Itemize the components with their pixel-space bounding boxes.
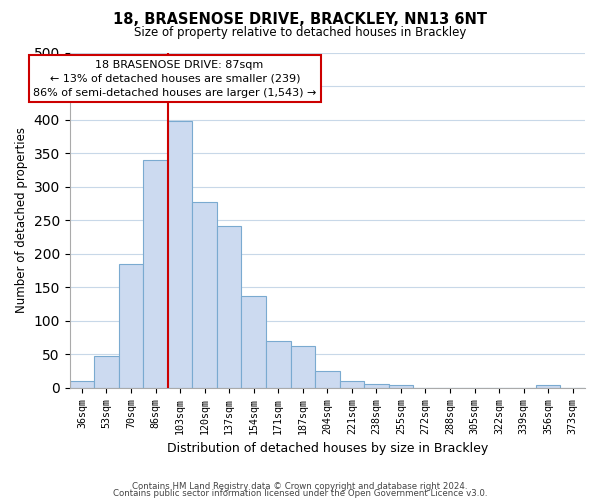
Bar — [340, 381, 364, 388]
Bar — [364, 384, 389, 388]
Bar — [168, 122, 193, 388]
Text: 18, BRASENOSE DRIVE, BRACKLEY, NN13 6NT: 18, BRASENOSE DRIVE, BRACKLEY, NN13 6NT — [113, 12, 487, 28]
Bar — [193, 202, 217, 388]
Bar — [536, 386, 560, 388]
Text: Contains HM Land Registry data © Crown copyright and database right 2024.: Contains HM Land Registry data © Crown c… — [132, 482, 468, 491]
Y-axis label: Number of detached properties: Number of detached properties — [15, 128, 28, 314]
Bar — [143, 160, 168, 388]
Bar — [290, 346, 315, 388]
Bar — [94, 356, 119, 388]
Bar — [119, 264, 143, 388]
Text: Contains public sector information licensed under the Open Government Licence v3: Contains public sector information licen… — [113, 488, 487, 498]
Text: Size of property relative to detached houses in Brackley: Size of property relative to detached ho… — [134, 26, 466, 39]
Text: 18 BRASENOSE DRIVE: 87sqm
← 13% of detached houses are smaller (239)
86% of semi: 18 BRASENOSE DRIVE: 87sqm ← 13% of detac… — [34, 60, 317, 98]
Bar — [241, 296, 266, 388]
Bar — [389, 386, 413, 388]
Bar — [266, 341, 290, 388]
X-axis label: Distribution of detached houses by size in Brackley: Distribution of detached houses by size … — [167, 442, 488, 455]
Bar — [217, 226, 241, 388]
Bar — [315, 370, 340, 388]
Bar — [70, 381, 94, 388]
